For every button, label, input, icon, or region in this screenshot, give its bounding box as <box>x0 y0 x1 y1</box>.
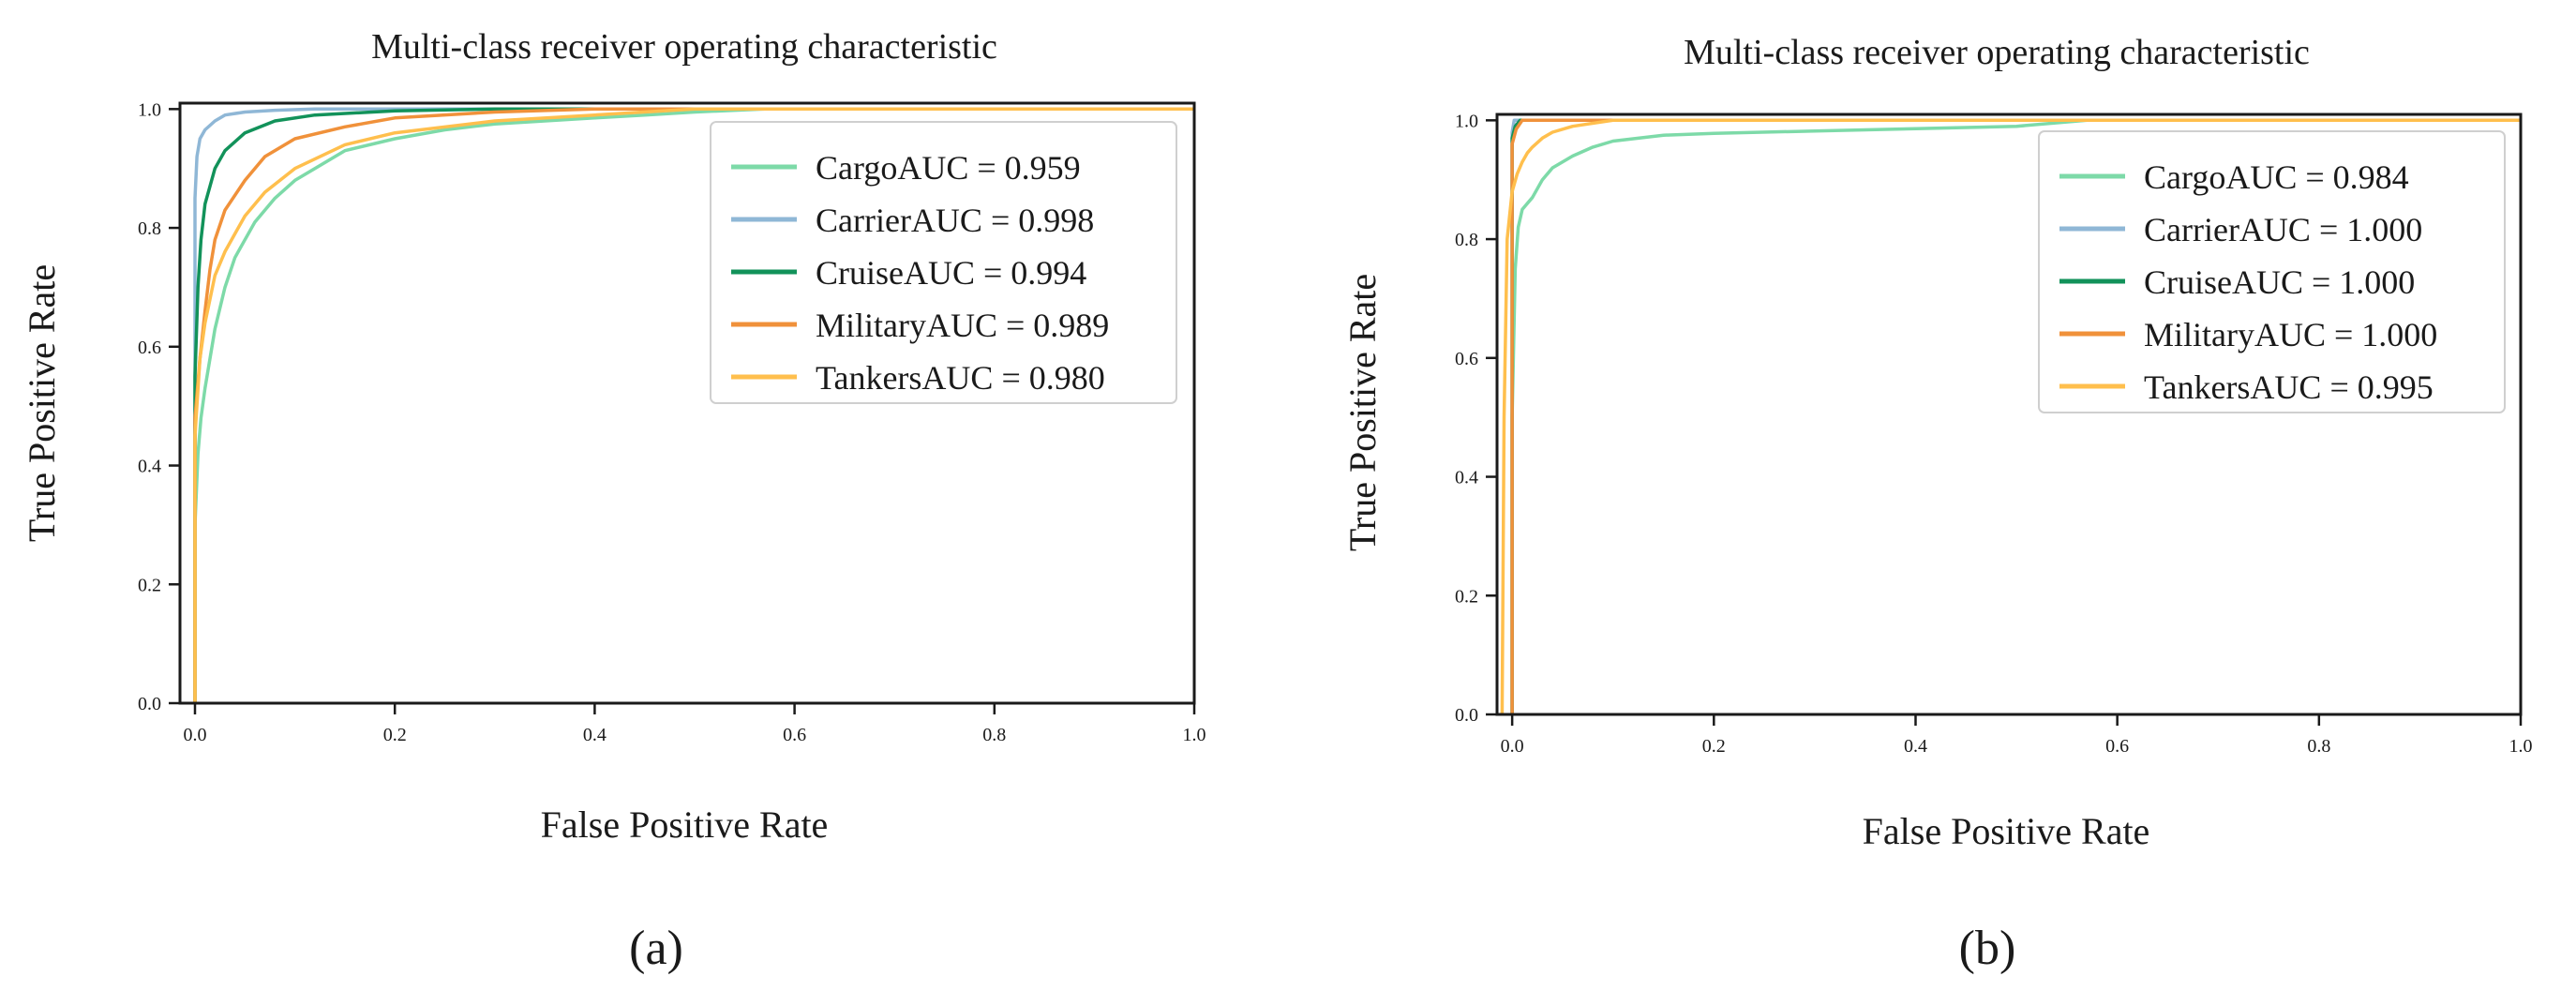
legend-box <box>2038 130 2506 413</box>
panel-label: (b) <box>1959 922 2016 975</box>
axis-label-x: False Positive Rate <box>1863 810 2150 852</box>
x-tick-label: 0.8 <box>982 725 1006 745</box>
y-tick-label: 0.4 <box>138 457 161 477</box>
chart-panel-b: Multi-class receiver operating character… <box>1341 33 2533 975</box>
y-tick-label: 0.6 <box>138 338 161 358</box>
x-tick-label: 0.8 <box>2307 736 2330 757</box>
axis-label-y: True Positive Rate <box>21 264 63 542</box>
legend-label-cargo: CargoAUC = 0.984 <box>2144 158 2409 196</box>
y-tick-label: 0.8 <box>1455 230 1478 250</box>
x-tick-label: 0.4 <box>583 725 607 745</box>
chart-title: Multi-class receiver operating character… <box>371 27 997 67</box>
x-tick-label: 0.6 <box>2105 736 2129 757</box>
legend-label-cruise: CruiseAUC = 1.000 <box>2144 263 2415 301</box>
axis-label-y: True Positive Rate <box>1341 274 1384 551</box>
y-tick-label: 1.0 <box>138 99 161 120</box>
series-line-tankers <box>1500 118 2521 715</box>
plot-frame <box>1495 113 2523 716</box>
y-tick-label: 0.2 <box>138 575 161 595</box>
y-tick-label: 0.8 <box>138 218 161 239</box>
series-line-cruise <box>193 107 1194 703</box>
series-line-carrier <box>193 107 1194 703</box>
y-tick-label: 0.4 <box>1455 468 1478 488</box>
chart-panel-a: Multi-class receiver operating character… <box>21 27 1206 975</box>
panel-label: (a) <box>629 922 683 975</box>
chart-legend: CargoAUC = 0.984 CarrierAUC = 1.000 Cruise… <box>2038 130 2506 413</box>
x-tick-label: 0.2 <box>383 725 407 745</box>
legend-label-carrier: CarrierAUC = 1.000 <box>2144 211 2422 248</box>
chart-plot-area: 0.0 0.2 0.4 0.6 0.8 1.0 0.0 0.2 0.4 0.6 0.8 1.0 <box>1455 111 2533 757</box>
x-tick-label: 0.0 <box>183 725 206 745</box>
legend-label-cruise: CruiseAUC = 0.994 <box>816 254 1086 292</box>
series-line-tankers <box>193 107 1194 703</box>
x-tick-label: 0.4 <box>1904 736 1927 757</box>
y-tick-label: 1.0 <box>1455 111 1478 131</box>
chart-plot-area: 0.0 0.2 0.4 0.6 0.8 1.0 0.0 0.2 0.4 0.6 0.8 1.0 <box>138 99 1206 745</box>
y-tick-label: 0.6 <box>1455 349 1478 369</box>
legend-box <box>710 121 1177 404</box>
x-tick-label: 0.6 <box>783 725 806 745</box>
legend-label-military: MilitaryAUC = 0.989 <box>816 307 1109 344</box>
y-tick-label: 0.0 <box>138 694 161 714</box>
series-line-cargo <box>193 107 1194 703</box>
legend-label-cargo: CargoAUC = 0.959 <box>816 149 1081 187</box>
plot-frame <box>178 101 1196 705</box>
legend-label-military: MilitaryAUC = 1.000 <box>2144 316 2437 353</box>
legend-label-tankers: TankersAUC = 0.995 <box>2144 368 2434 406</box>
chart-title: Multi-class receiver operating character… <box>1684 33 2310 72</box>
x-tick-label: 1.0 <box>1183 725 1206 745</box>
legend-label-tankers: TankersAUC = 0.980 <box>816 359 1105 397</box>
x-tick-label: 0.2 <box>1702 736 1726 757</box>
x-tick-label: 0.0 <box>1501 736 1524 757</box>
legend-label-carrier: CarrierAUC = 0.998 <box>816 202 1094 239</box>
chart-legend: CargoAUC = 0.959 CarrierAUC = 0.998 Cruise… <box>710 121 1177 404</box>
series-line-cargo <box>1510 118 2521 714</box>
y-tick-label: 0.0 <box>1455 705 1478 726</box>
axis-label-x: False Positive Rate <box>541 803 829 846</box>
x-tick-label: 1.0 <box>2509 736 2533 757</box>
y-tick-label: 0.2 <box>1455 586 1478 607</box>
